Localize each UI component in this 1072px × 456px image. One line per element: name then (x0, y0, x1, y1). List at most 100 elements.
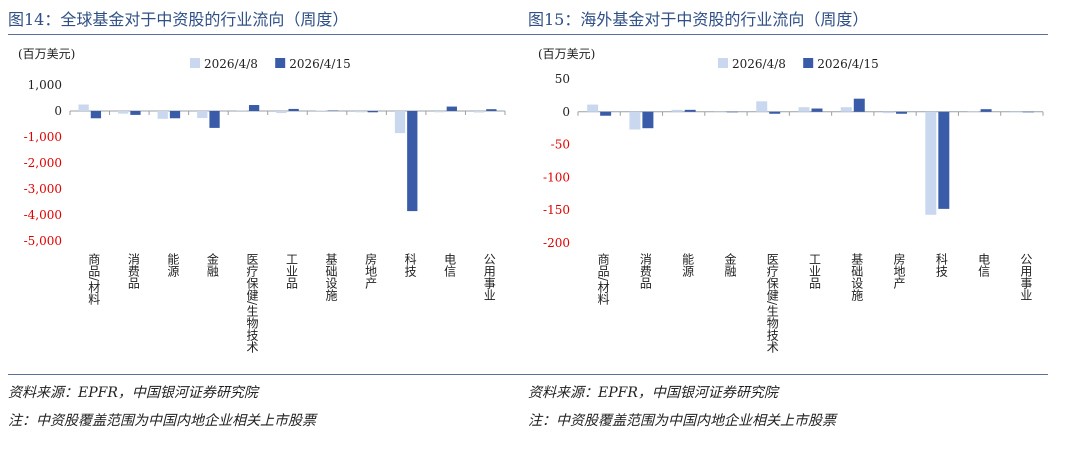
bar (209, 111, 220, 128)
y-tick-label: -1,000 (24, 130, 62, 144)
bar (925, 111, 937, 215)
bar (407, 111, 418, 212)
y-tick-label: -150 (543, 203, 570, 217)
x-tick-label: 公用事业 (1019, 253, 1033, 301)
bar (938, 111, 950, 209)
x-tick-label: 工业品 (808, 253, 822, 289)
y-tick-label: 0 (562, 105, 570, 119)
bar (587, 104, 599, 112)
y-tick-label: 1,000 (28, 78, 62, 92)
bar (446, 106, 457, 111)
x-tick-label: 能源 (166, 253, 180, 278)
bar (90, 111, 102, 119)
bar (798, 107, 810, 112)
bar (967, 111, 979, 112)
x-tick-label: 医疗保健/生物技术 (765, 253, 779, 353)
x-tick-label: 消费品 (638, 253, 652, 289)
bar (713, 111, 725, 113)
x-tick-label: 电信 (443, 253, 457, 278)
bar (197, 111, 208, 119)
bar (157, 111, 168, 119)
y-tick-label: -4,000 (24, 208, 62, 222)
bar (473, 111, 485, 113)
bar (896, 111, 908, 114)
bar (756, 101, 768, 112)
y-tick-label: -3,000 (24, 182, 62, 196)
y-axis-label: (百万美元) (18, 47, 75, 61)
bar (434, 111, 445, 113)
bar (1022, 111, 1034, 113)
y-tick-label: 50 (555, 72, 570, 86)
legend-swatch (190, 58, 200, 68)
x-tick-label: 基础设施 (324, 253, 338, 301)
legend-swatch (803, 58, 814, 68)
bar (853, 98, 865, 112)
source-rule (528, 374, 1048, 375)
bar (315, 110, 327, 111)
bar (1009, 111, 1021, 113)
y-tick-label: -2,000 (24, 156, 62, 170)
bar (980, 109, 992, 112)
x-tick-label: 科技 (403, 253, 417, 277)
y-tick-label: -200 (543, 236, 570, 250)
y-tick-label: -5,000 (24, 234, 62, 248)
legend: 2026/4/8 2026/4/15 (190, 57, 351, 71)
bar (236, 110, 247, 111)
x-tick-label: 能源 (681, 253, 695, 278)
bar (367, 111, 378, 113)
x-tick-label: 商品/材料 (87, 252, 101, 305)
chart-title: 图14：全球基金对于中资股的行业流向（周度） (8, 10, 349, 29)
title-rule (528, 34, 1048, 35)
x-tick-label: 基础设施 (850, 253, 864, 301)
bar (486, 109, 497, 111)
x-tick-label: 电信 (977, 253, 991, 278)
x-tick-label: 医疗保健/生物技术 (245, 253, 259, 353)
title-rule (8, 34, 528, 35)
bar (600, 111, 612, 116)
bar-chart-global: (百万美元) 2026/4/8 2026/4/15 1,000 0 -1,000 -2,00… (18, 47, 506, 353)
bar (276, 111, 287, 114)
x-tick-label: 工业品 (285, 253, 299, 289)
bar (118, 111, 129, 114)
bar (840, 107, 852, 112)
note-text: 注：中资股覆盖范围为中国内地企业相关上市股票 (8, 413, 316, 429)
bar (355, 111, 366, 113)
chart-title: 图15：海外基金对于中资股的行业流向（周度） (528, 10, 869, 29)
bar (629, 111, 641, 130)
legend-swatch (275, 58, 286, 68)
x-tick-label: 科技 (934, 253, 948, 277)
bar (671, 109, 683, 112)
y-axis-label: (百万美元) (538, 47, 595, 61)
bar (130, 111, 141, 115)
legend-label: 2026/4/8 (204, 57, 258, 71)
legend-label: 2026/4/8 (732, 57, 786, 71)
y-tick-label: 0 (54, 104, 62, 118)
y-tick-label: -100 (543, 170, 570, 184)
y-tick-label: -50 (551, 138, 570, 152)
x-tick-label: 房地产 (892, 252, 906, 290)
legend-label: 2026/4/15 (817, 57, 879, 71)
x-tick-label: 公用事业 (482, 253, 496, 301)
bar (248, 105, 260, 111)
bar (811, 108, 823, 112)
source-rule (8, 374, 528, 375)
note-text: 注：中资股覆盖范围为中国内地企业相关上市股票 (528, 413, 836, 429)
x-tick-label: 消费品 (126, 253, 140, 289)
x-tick-label: 商品/材料 (596, 252, 610, 305)
legend-swatch (718, 58, 728, 68)
bar (394, 111, 406, 134)
bar-chart-overseas: (百万美元) 2026/4/8 2026/4/15 50 0 -50 -100 -150 -20… (538, 47, 1044, 353)
bar (642, 111, 654, 129)
x-tick-label: 金融 (723, 252, 737, 278)
source-text: 资料来源：EPFR，中国银河证券研究院 (528, 385, 778, 401)
chart-panel-global: 图14：全球基金对于中资股的行业流向（周度） (百万美元) 2026/4/8 202… (8, 0, 536, 456)
legend-label: 2026/4/15 (289, 57, 351, 71)
legend: 2026/4/8 2026/4/15 (718, 57, 879, 71)
x-tick-label: 金融 (205, 252, 219, 278)
source-text: 资料来源：EPFR，中国银河证券研究院 (8, 385, 258, 401)
bar (288, 108, 299, 111)
bar (726, 111, 738, 113)
x-tick-label: 房地产 (364, 252, 378, 290)
chart-panel-overseas: 图15：海外基金对于中资股的行业流向（周度） (百万美元) 2026/4/8 202… (528, 0, 1056, 456)
bar (78, 104, 89, 111)
